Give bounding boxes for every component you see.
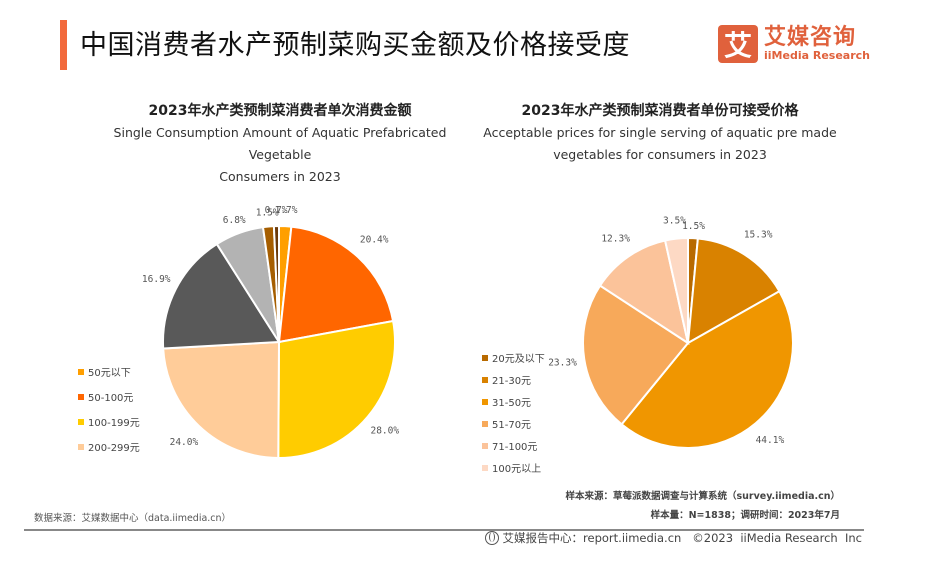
right-chart-subtitle-2: vegetables for consumers in 2023 xyxy=(553,147,767,162)
pie-slice xyxy=(620,289,794,449)
footer: 艾媒报告中心：report.iimedia.cn ©2023 iiMedia R… xyxy=(484,530,862,546)
pie-data-label: 3.5% xyxy=(663,216,686,227)
pie-data-label: 20.4% xyxy=(360,234,389,245)
pie-slice xyxy=(162,340,281,460)
right-chart-subtitle-1: Acceptable prices for single serving of … xyxy=(483,125,837,140)
page-title: 中国消费者水产预制菜购买金额及价格接受度 xyxy=(80,30,630,61)
legend-swatch xyxy=(78,369,84,375)
legend-swatch xyxy=(78,444,84,450)
pie-slice xyxy=(686,237,781,345)
legend-swatch xyxy=(78,394,84,400)
legend-label: 50元以下 xyxy=(88,368,131,379)
pie-data-label: 44.1% xyxy=(756,435,785,446)
legend-swatch xyxy=(482,421,488,427)
legend-swatch xyxy=(482,399,488,405)
footer-divider xyxy=(24,529,864,531)
legend-label: 21-30元 xyxy=(492,376,531,387)
logo-name-cn: 艾媒咨询 xyxy=(764,25,857,50)
footer-text: 艾媒报告中心：report.iimedia.cn ©2023 iiMedia R… xyxy=(502,531,862,545)
iimedia-logo: 艾 艾媒咨询 iiMedia Research xyxy=(718,24,870,64)
legend-swatch xyxy=(482,377,488,383)
pie-slice xyxy=(162,242,281,350)
pie-data-label: 23.3% xyxy=(548,357,577,368)
pie-slice xyxy=(277,225,395,344)
legend-label: 100-199元 xyxy=(88,418,140,429)
pie-data-label: 12.3% xyxy=(601,234,630,245)
legend-swatch xyxy=(78,419,84,425)
legend-label: 50-100元 xyxy=(88,393,133,404)
legend-label: 31-50元 xyxy=(492,398,531,409)
sample-size-line: 样本量：N=1838；调研时间：2023年7月 xyxy=(650,510,840,521)
right-chart-title-block: 2023年水产类预制菜消费者单份可接受价格 Acceptable prices … xyxy=(480,100,840,166)
pie-slice xyxy=(277,319,396,459)
pie-slice xyxy=(598,239,690,346)
pie-data-label: 1.5% xyxy=(682,221,705,232)
pie-data-label: 16.9% xyxy=(142,274,171,285)
sample-source-line: 样本来源：草莓派数据调查与计算系统（survey.iimedia.cn） xyxy=(565,491,841,502)
legend-label: 100元以上 xyxy=(492,463,541,475)
left-chart-subtitle-2: Consumers in 2023 xyxy=(219,169,341,184)
pie-data-label: 24.0% xyxy=(170,437,199,448)
pie-data-label: 6.8% xyxy=(223,215,246,226)
legend-label: 71-100元 xyxy=(492,442,537,453)
logo-name-en: iiMedia Research xyxy=(764,49,870,62)
right-chart-title: 2023年水产类预制菜消费者单份可接受价格 xyxy=(521,103,799,119)
pie-slice xyxy=(272,224,280,343)
left-chart-title: 2023年水产类预制菜消费者单次消费金额 xyxy=(148,103,412,119)
legend-label: 20元及以下 xyxy=(492,353,545,365)
pie-data-label: 0.7% xyxy=(265,205,288,216)
title-accent-bar xyxy=(60,20,67,70)
pie-data-label: 15.3% xyxy=(744,230,773,241)
left-chart-subtitle-1: Single Consumption Amount of Aquatic Pre… xyxy=(113,125,447,162)
legend-swatch xyxy=(482,443,488,449)
legend-label: 200-299元 xyxy=(88,443,140,454)
pie-data-label: 28.0% xyxy=(370,426,399,437)
left-pie-chart: 1.7% 20.4% 28.0% 24.0% 16.9% 6.8% 1.5%0.7% 50元以… xyxy=(78,205,399,460)
legend-swatch xyxy=(482,465,488,471)
sample-source-note: 样本来源：草莓派数据调查与计算系统（survey.iimedia.cn） 样本量… xyxy=(566,487,841,525)
legend-swatch xyxy=(482,355,488,361)
pie-data-label: 1.5% xyxy=(256,208,279,219)
logo-mark-icon: 艾 xyxy=(718,25,758,63)
left-chart-title-block: 2023年水产类预制菜消费者单次消费金额 Single Consumption … xyxy=(90,100,470,188)
pie-data-label: 1.7% xyxy=(275,205,298,216)
pie-slice xyxy=(582,284,690,426)
right-pie-chart: 1.5% 15.3% 44.1% 23.3% 12.3% 3.5% 20元及以下 21-30元… xyxy=(482,216,794,475)
legend-label: 51-70元 xyxy=(492,420,531,431)
globe-icon xyxy=(484,531,499,545)
data-source-note: 数据来源：艾媒数据中心（data.iimedia.cn） xyxy=(34,513,232,524)
pie-slice xyxy=(663,236,689,344)
